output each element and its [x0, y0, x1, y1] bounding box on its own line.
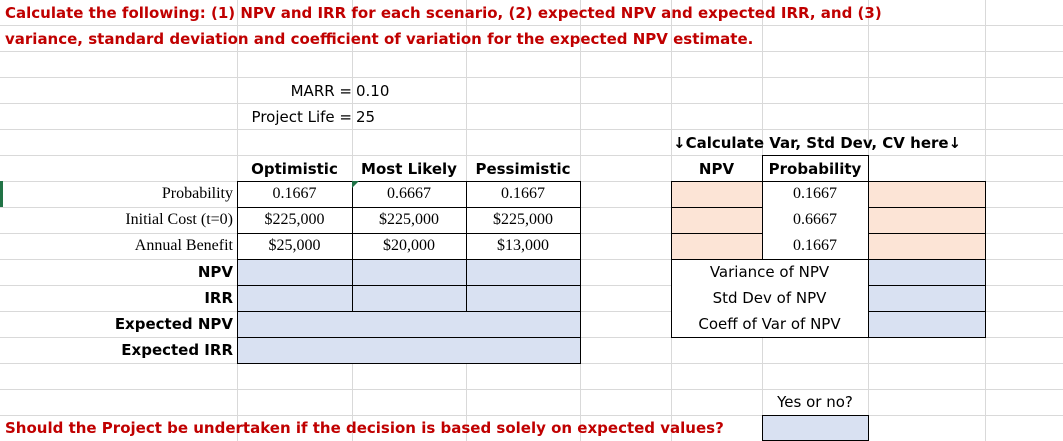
marr-label: MARR =	[290, 82, 352, 100]
decision-answer-input[interactable]	[762, 415, 869, 441]
variance-extra-input-1[interactable]	[868, 181, 986, 208]
irr-pessimistic-input[interactable]	[466, 285, 581, 312]
cv-label: Coeff of Var of NPV	[698, 315, 841, 333]
variance-col-probability: Probability	[768, 160, 862, 178]
project-life-label: Project Life =	[251, 108, 352, 126]
variance-prob-2: 0.6667	[793, 211, 837, 228]
irr-label: IRR	[204, 289, 233, 307]
expected-irr-input[interactable]	[237, 337, 581, 364]
variance-extra-input-3[interactable]	[868, 233, 986, 260]
row-label-probability: Probability	[161, 185, 233, 202]
expected-npv-input[interactable]	[237, 311, 581, 338]
variance-npv-input-1[interactable]	[671, 181, 763, 208]
expected-irr-label: Expected IRR	[121, 341, 233, 359]
variance-npv-input-3[interactable]	[671, 233, 763, 260]
stddev-npv-output[interactable]	[868, 285, 986, 312]
cv-npv-output[interactable]	[868, 311, 986, 338]
variance-panel-title: ↓Calculate Var, Std Dev, CV here↓	[673, 134, 962, 152]
variance-prob-column	[762, 181, 869, 260]
cell-prob-most-likely[interactable]: 0.6667	[387, 185, 431, 202]
row-label-initial-cost: Initial Cost (t=0)	[125, 211, 233, 228]
cell-cost-optimistic[interactable]: $225,000	[264, 211, 325, 228]
variance-prob-3: 0.1667	[793, 237, 837, 254]
cell-cost-most-likely[interactable]: $225,000	[379, 211, 439, 228]
variance-extra-input-2[interactable]	[868, 207, 986, 234]
npv-optimistic-input[interactable]	[237, 259, 353, 286]
comment-indicator	[352, 181, 359, 188]
marr-value[interactable]: 0.10	[356, 82, 390, 100]
header-most-likely: Most Likely	[361, 160, 457, 178]
cell-cost-pessimistic[interactable]: $225,000	[493, 211, 553, 228]
npv-pessimistic-input[interactable]	[466, 259, 581, 286]
decision-question: Should the Project be undertaken if the …	[5, 419, 724, 437]
selected-row-indicator	[0, 181, 3, 207]
header-pessimistic: Pessimistic	[475, 160, 571, 178]
variance-npv-input-2[interactable]	[671, 207, 763, 234]
irr-most-likely-input[interactable]	[352, 285, 467, 312]
npv-most-likely-input[interactable]	[352, 259, 467, 286]
cell-benefit-most-likely[interactable]: $20,000	[383, 237, 435, 254]
variance-label: Variance of NPV	[709, 263, 830, 281]
irr-optimistic-input[interactable]	[237, 285, 353, 312]
instruction-line-2: variance, standard deviation and coeffic…	[5, 30, 754, 48]
stddev-label: Std Dev of NPV	[712, 289, 827, 307]
project-life-value[interactable]: 25	[356, 108, 376, 126]
instruction-line-1: Calculate the following: (1) NPV and IRR…	[5, 4, 882, 22]
header-optimistic: Optimistic	[251, 160, 338, 178]
cell-benefit-optimistic[interactable]: $25,000	[268, 237, 321, 254]
variance-col-npv: NPV	[698, 160, 735, 178]
expected-npv-label: Expected NPV	[114, 315, 233, 333]
row-label-annual-benefit: Annual Benefit	[134, 237, 233, 254]
cell-prob-pessimistic[interactable]: 0.1667	[501, 185, 545, 202]
decision-hint: Yes or no?	[777, 393, 853, 411]
cell-prob-optimistic[interactable]: 0.1667	[272, 185, 317, 202]
variance-npv-output[interactable]	[868, 259, 986, 286]
variance-prob-1: 0.1667	[793, 185, 837, 202]
npv-label: NPV	[197, 263, 233, 281]
cell-benefit-pessimistic[interactable]: $13,000	[497, 237, 549, 254]
